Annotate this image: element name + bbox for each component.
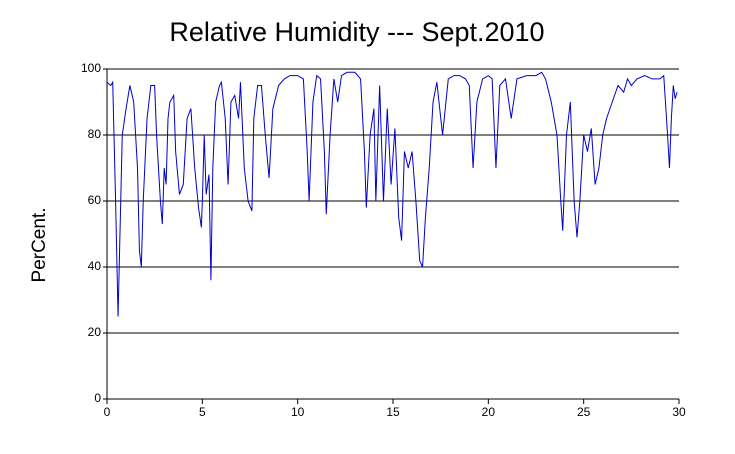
x-tick-label: 10 xyxy=(291,405,305,419)
y-tick-label: 20 xyxy=(88,325,102,339)
x-tick-label: 15 xyxy=(386,405,400,419)
y-axis-label: PerCent. xyxy=(29,208,50,283)
y-tick-label: 80 xyxy=(88,127,102,141)
x-tick-label: 5 xyxy=(199,405,206,419)
x-tick-label: 30 xyxy=(672,405,686,419)
y-tick-label: 40 xyxy=(88,259,102,273)
y-tick-label: 60 xyxy=(88,193,102,207)
x-tick-label: 0 xyxy=(104,405,111,419)
y-tick-label: 0 xyxy=(94,391,101,405)
y-tick-label: 100 xyxy=(81,61,101,75)
x-tick-label: 20 xyxy=(482,405,496,419)
data-line xyxy=(106,71,678,317)
chart-title: Relative Humidity --- Sept.2010 xyxy=(169,17,544,47)
x-tick-label: 25 xyxy=(577,405,591,419)
